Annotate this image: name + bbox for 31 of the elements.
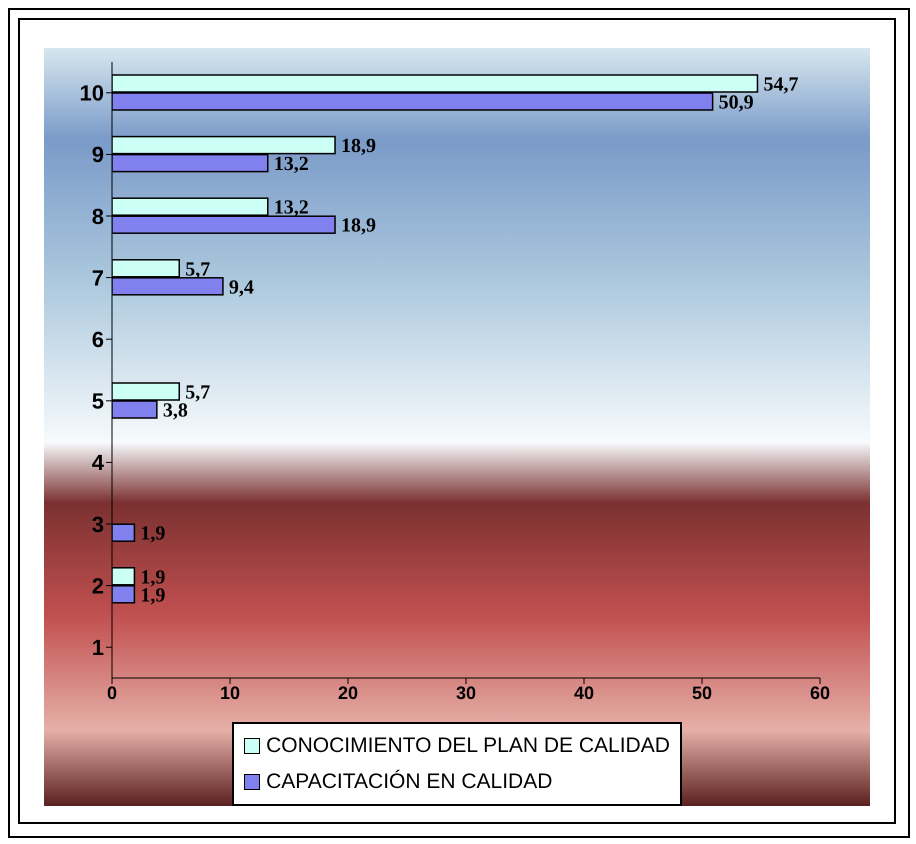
data-label: 13,2 bbox=[274, 153, 309, 176]
y-tick-label: 4 bbox=[92, 450, 105, 476]
legend-label: CAPACITACIÓN EN CALIDAD bbox=[266, 768, 552, 795]
data-label: 18,9 bbox=[341, 135, 376, 158]
x-tick-label: 10 bbox=[220, 682, 240, 703]
y-tick-label: 8 bbox=[92, 204, 104, 229]
data-label: 13,2 bbox=[274, 196, 309, 219]
data-label: 9,4 bbox=[228, 276, 254, 298]
data-label: 5,7 bbox=[185, 382, 210, 404]
data-label: 54,7 bbox=[763, 74, 798, 96]
data-label: 50,9 bbox=[718, 92, 754, 114]
data-label: 5,7 bbox=[185, 258, 210, 280]
y-tick-label: 1 bbox=[92, 635, 104, 660]
y-tick-label: 2 bbox=[92, 573, 104, 598]
y-tick-label: 10 bbox=[80, 80, 104, 106]
x-tick-label: 0 bbox=[106, 682, 118, 703]
x-tick-label: 40 bbox=[574, 682, 594, 703]
data-label: 1,9 bbox=[140, 566, 166, 588]
y-tick-label: 7 bbox=[92, 265, 104, 290]
legend-label: CONOCIMIENTO DEL PLAN DE CALIDAD bbox=[266, 733, 670, 759]
data-label: 18,9 bbox=[341, 214, 376, 237]
data-label: 1,9 bbox=[140, 522, 166, 545]
y-tick-label: 3 bbox=[92, 512, 104, 537]
data-label: 3,8 bbox=[162, 400, 188, 422]
y-tick-label: 6 bbox=[92, 327, 104, 352]
y-tick-label: 5 bbox=[92, 388, 104, 414]
x-tick-label: 60 bbox=[810, 682, 830, 703]
x-tick-label: 30 bbox=[456, 682, 476, 703]
x-tick-label: 20 bbox=[338, 682, 358, 703]
y-tick-label: 9 bbox=[92, 142, 104, 168]
x-tick-label: 50 bbox=[692, 682, 712, 703]
